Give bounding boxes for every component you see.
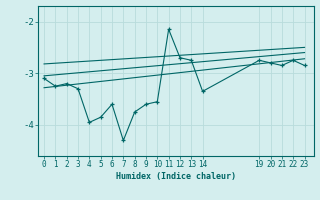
X-axis label: Humidex (Indice chaleur): Humidex (Indice chaleur) [116, 172, 236, 181]
